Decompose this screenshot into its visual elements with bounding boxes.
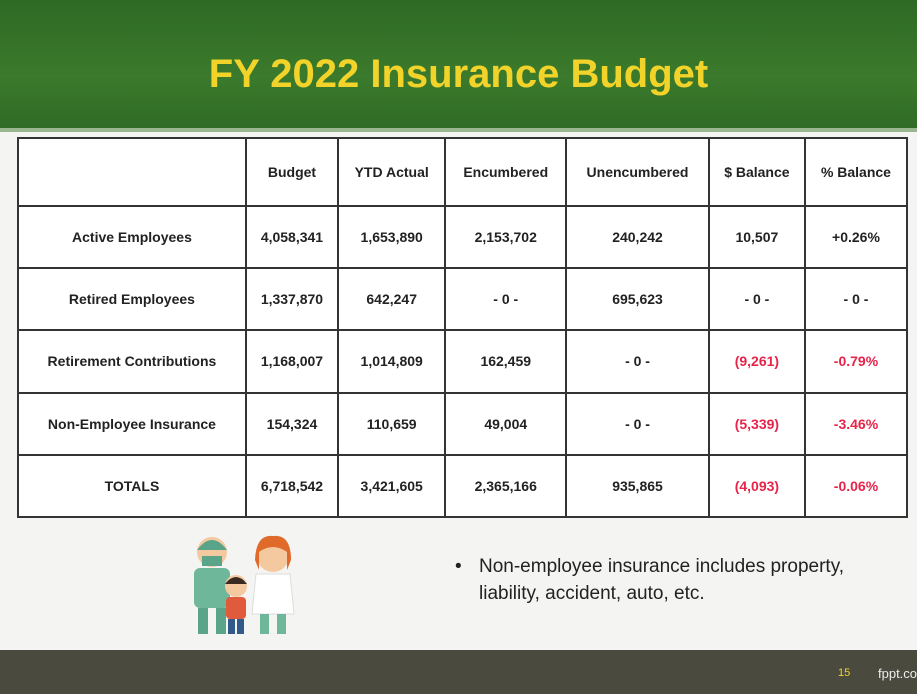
cell: 695,623 bbox=[566, 268, 709, 330]
corner-cell bbox=[18, 138, 246, 206]
cell: - 0 - bbox=[445, 268, 566, 330]
row-label: Active Employees bbox=[18, 206, 246, 268]
bullet-note: Non-employee insurance includes property… bbox=[455, 553, 859, 607]
brand: fppt.com bbox=[878, 666, 917, 681]
cell: 2,365,166 bbox=[445, 455, 566, 517]
cell: 1,337,870 bbox=[246, 268, 338, 330]
cell: 162,459 bbox=[445, 330, 566, 392]
row-label: Non-Employee Insurance bbox=[18, 393, 246, 455]
column-header: $ Balance bbox=[709, 138, 805, 206]
footer-band: 15 fppt.com bbox=[0, 650, 917, 694]
cell: 240,242 bbox=[566, 206, 709, 268]
column-header: % Balance bbox=[805, 138, 907, 206]
cell: - 0 - bbox=[709, 268, 805, 330]
cell: 935,865 bbox=[566, 455, 709, 517]
cell: - 0 - bbox=[566, 330, 709, 392]
cell: +0.26% bbox=[805, 206, 907, 268]
cell: 10,507 bbox=[709, 206, 805, 268]
cell: 154,324 bbox=[246, 393, 338, 455]
cell: 110,659 bbox=[338, 393, 445, 455]
row-label: TOTALS bbox=[18, 455, 246, 517]
cell: 1,014,809 bbox=[338, 330, 445, 392]
illustration bbox=[178, 530, 318, 640]
cell: 3,421,605 bbox=[338, 455, 445, 517]
doctor bbox=[194, 537, 230, 634]
cell: -0.06% bbox=[805, 455, 907, 517]
cell: -3.46% bbox=[805, 393, 907, 455]
child bbox=[225, 575, 247, 634]
cell: (9,261) bbox=[709, 330, 805, 392]
column-header: Budget bbox=[246, 138, 338, 206]
column-header: Encumbered bbox=[445, 138, 566, 206]
cell: 49,004 bbox=[445, 393, 566, 455]
page-number: 15 bbox=[838, 667, 850, 679]
cell: 1,653,890 bbox=[338, 206, 445, 268]
cell: - 0 - bbox=[566, 393, 709, 455]
row-label: Retired Employees bbox=[18, 268, 246, 330]
header-band: FY 2022 Insurance Budget bbox=[0, 0, 917, 132]
slide-title: FY 2022 Insurance Budget bbox=[0, 52, 917, 97]
cell: 4,058,341 bbox=[246, 206, 338, 268]
cell: 2,153,702 bbox=[445, 206, 566, 268]
cell: 1,168,007 bbox=[246, 330, 338, 392]
cell: - 0 - bbox=[805, 268, 907, 330]
cell: 6,718,542 bbox=[246, 455, 338, 517]
column-header: YTD Actual bbox=[338, 138, 445, 206]
column-header: Unencumbered bbox=[566, 138, 709, 206]
cell: (5,339) bbox=[709, 393, 805, 455]
slide: FY 2022 Insurance Budget BudgetYTD Actua… bbox=[0, 0, 917, 694]
cell: 642,247 bbox=[338, 268, 445, 330]
row-label: Retirement Contributions bbox=[18, 330, 246, 392]
nurse bbox=[252, 536, 294, 634]
cell: -0.79% bbox=[805, 330, 907, 392]
cell: (4,093) bbox=[709, 455, 805, 517]
